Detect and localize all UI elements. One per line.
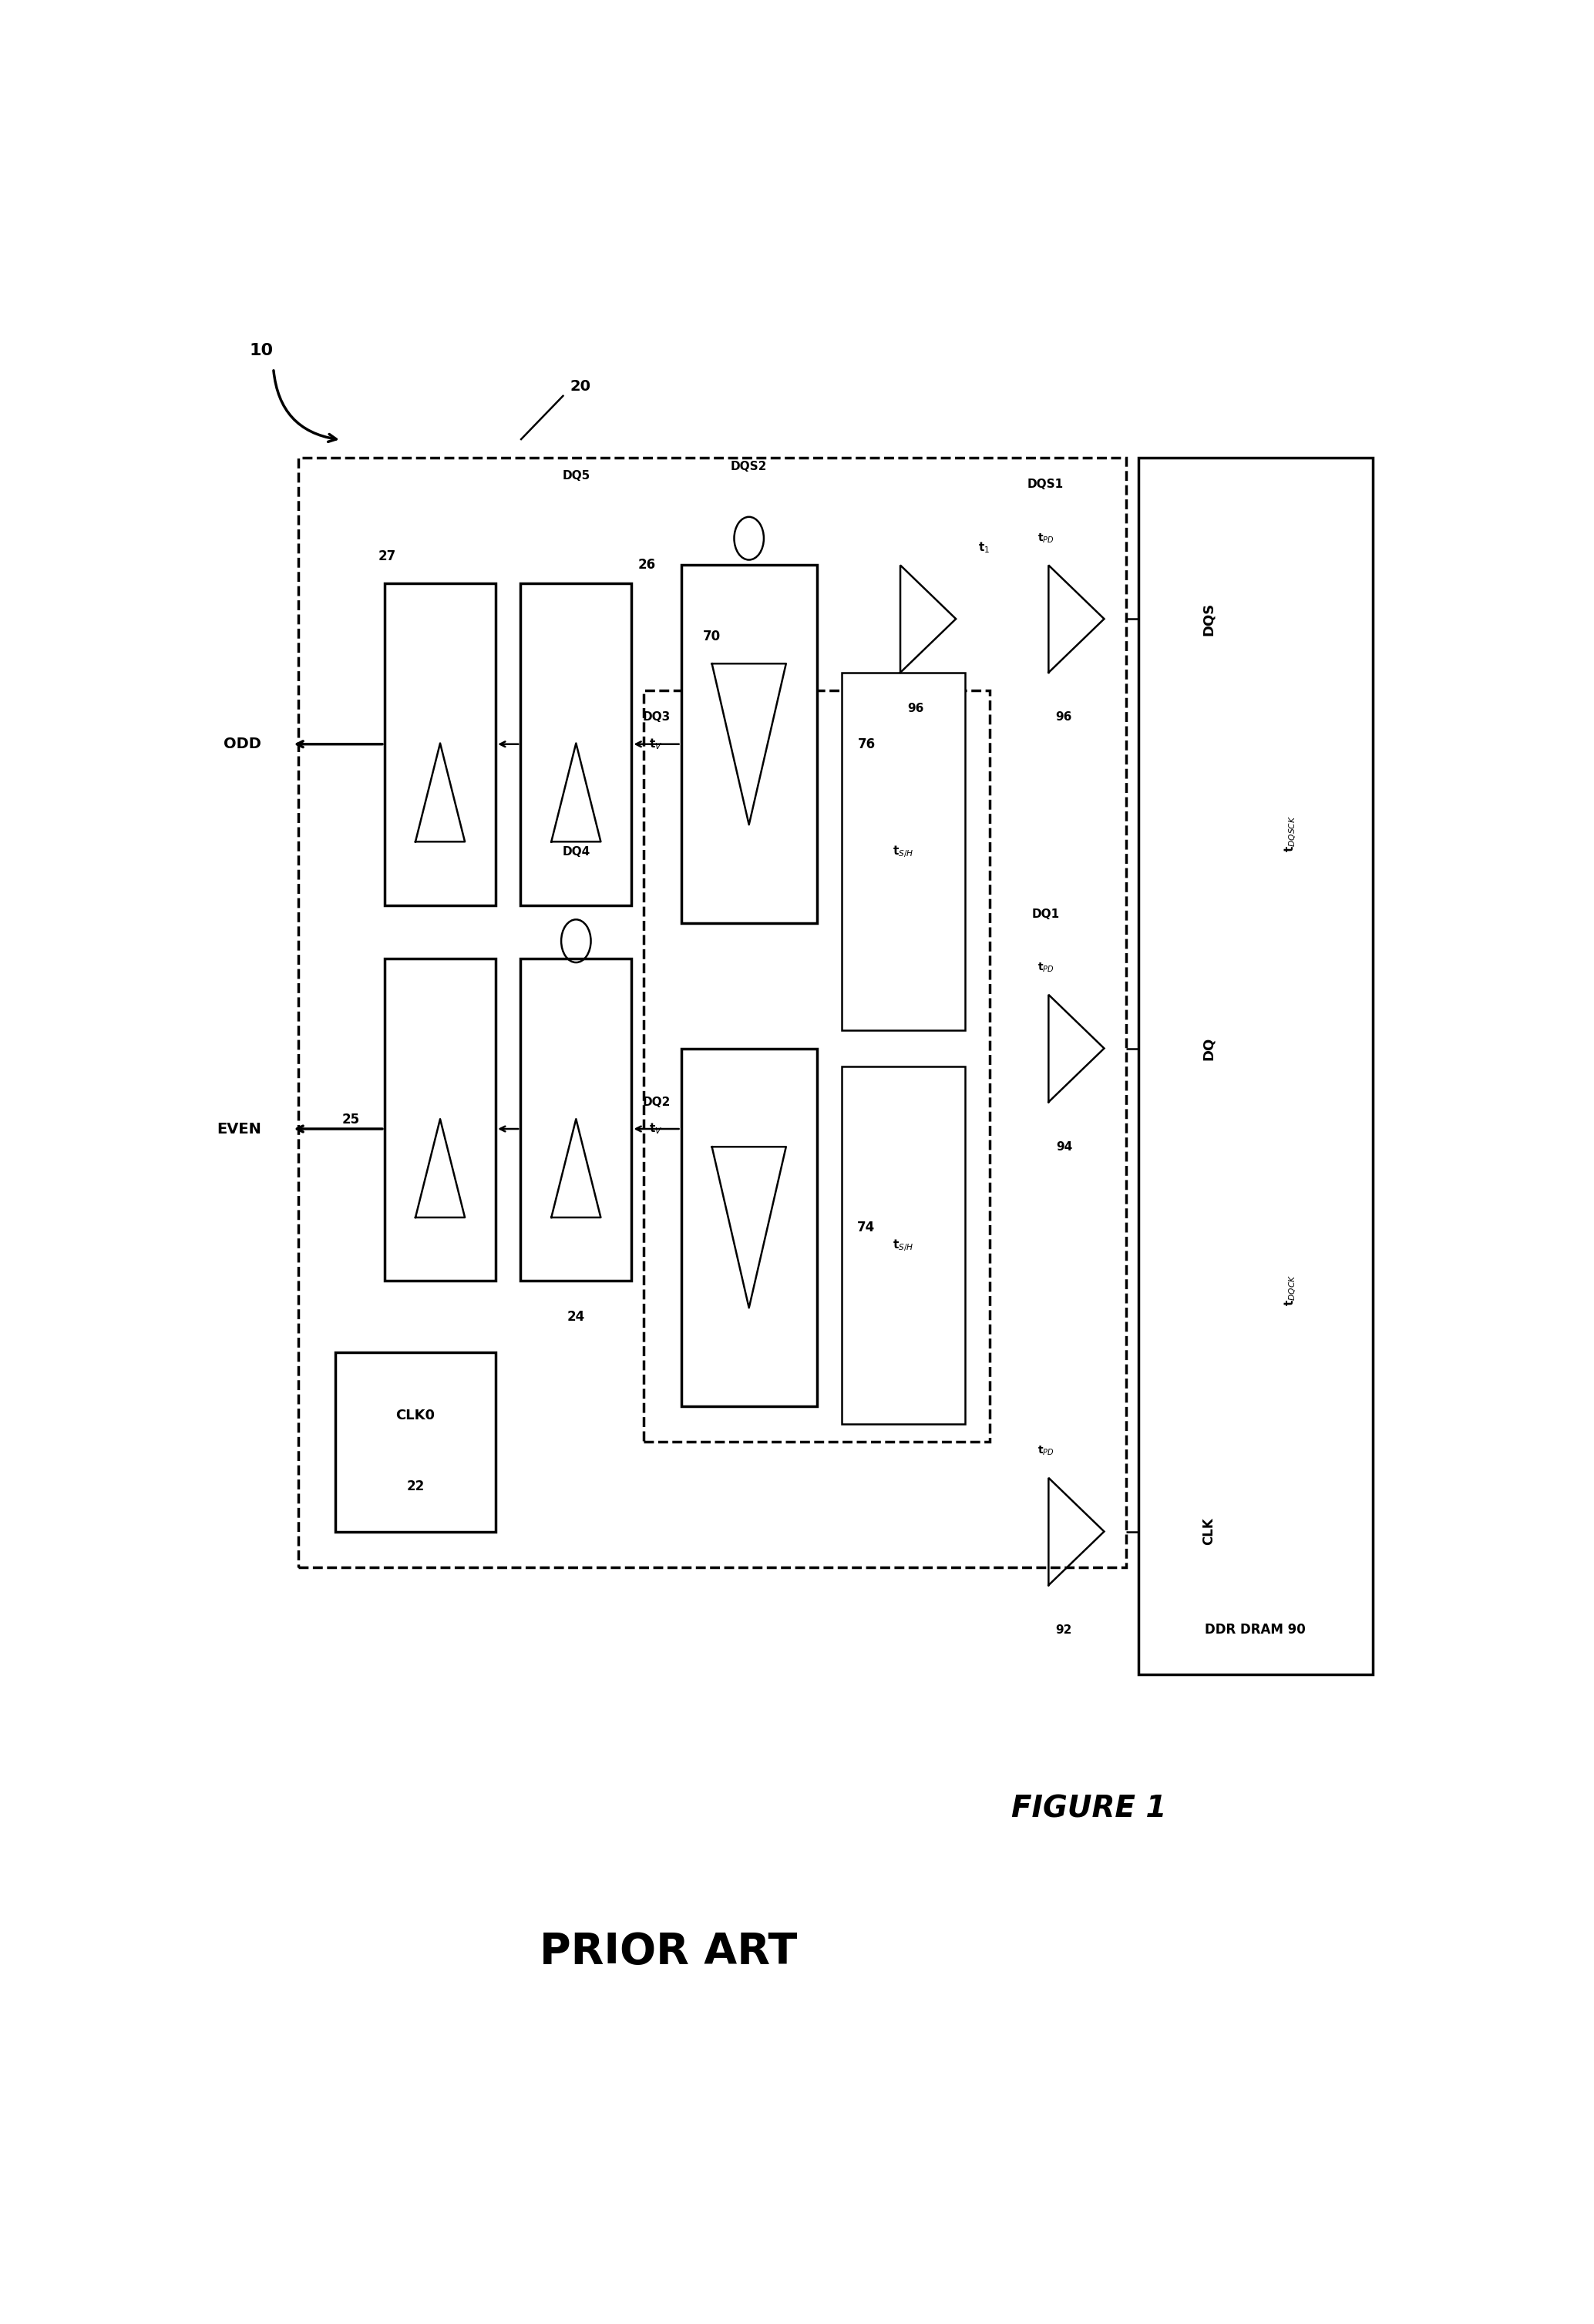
Text: 74: 74 [858, 1220, 875, 1234]
Text: DDR DRAM 90: DDR DRAM 90 [1205, 1622, 1305, 1636]
Text: 22: 22 [406, 1480, 424, 1494]
Bar [298, 458, 1125, 1566]
Bar [681, 1048, 816, 1406]
Text: 25: 25 [343, 1113, 360, 1127]
Bar [644, 690, 990, 1441]
Bar [520, 583, 631, 904]
Text: t$_V$: t$_V$ [649, 1122, 663, 1136]
Text: 26: 26 [638, 558, 655, 572]
Text: t$_{PD}$: t$_{PD}$ [1038, 532, 1054, 544]
Text: 96: 96 [1055, 711, 1073, 723]
Text: 94: 94 [1055, 1141, 1073, 1153]
Bar [335, 1353, 496, 1532]
Text: t$_{PD}$: t$_{PD}$ [1038, 962, 1054, 974]
Bar [842, 672, 966, 1030]
Text: DQ5: DQ5 [563, 469, 590, 481]
Text: 76: 76 [858, 737, 875, 751]
Text: t$_{DQCK}$: t$_{DQCK}$ [1283, 1274, 1298, 1306]
Text: 96: 96 [907, 702, 925, 713]
Text: 92: 92 [1055, 1624, 1073, 1636]
Text: DQS1: DQS1 [1027, 479, 1063, 490]
Text: 24: 24 [567, 1311, 585, 1325]
Text: t$_{S/H}$: t$_{S/H}$ [893, 1236, 913, 1253]
Text: 10: 10 [249, 342, 273, 358]
Text: DQ1: DQ1 [1031, 909, 1060, 920]
Text: DQS2: DQS2 [730, 460, 767, 472]
Text: EVEN: EVEN [217, 1122, 261, 1136]
Bar [384, 960, 496, 1281]
Text: DQ2: DQ2 [642, 1097, 671, 1109]
Text: t$_{DQSCK}$: t$_{DQSCK}$ [1283, 816, 1298, 853]
Text: DQ: DQ [1202, 1037, 1216, 1060]
Text: t$_{S/H}$: t$_{S/H}$ [893, 844, 913, 860]
Text: FIGURE 1: FIGURE 1 [1011, 1794, 1167, 1824]
Text: PRIOR ART: PRIOR ART [540, 1931, 797, 1973]
Text: 70: 70 [703, 630, 720, 644]
Text: 20: 20 [571, 379, 591, 393]
Bar [520, 960, 631, 1281]
Text: ODD: ODD [223, 737, 261, 751]
Bar [1138, 458, 1372, 1676]
Text: CLK0: CLK0 [395, 1408, 435, 1422]
Text: DQ4: DQ4 [563, 846, 590, 858]
Text: DQ3: DQ3 [642, 711, 671, 723]
Text: t$_{PD}$: t$_{PD}$ [1038, 1446, 1054, 1457]
Text: DQS: DQS [1202, 602, 1216, 634]
Text: CLK: CLK [1202, 1518, 1216, 1545]
Bar [384, 583, 496, 904]
Text: 27: 27 [378, 548, 397, 562]
Bar [842, 1067, 966, 1425]
Text: t$_1$: t$_1$ [977, 539, 990, 555]
Text: t$_V$: t$_V$ [649, 737, 663, 751]
Bar [681, 565, 816, 923]
